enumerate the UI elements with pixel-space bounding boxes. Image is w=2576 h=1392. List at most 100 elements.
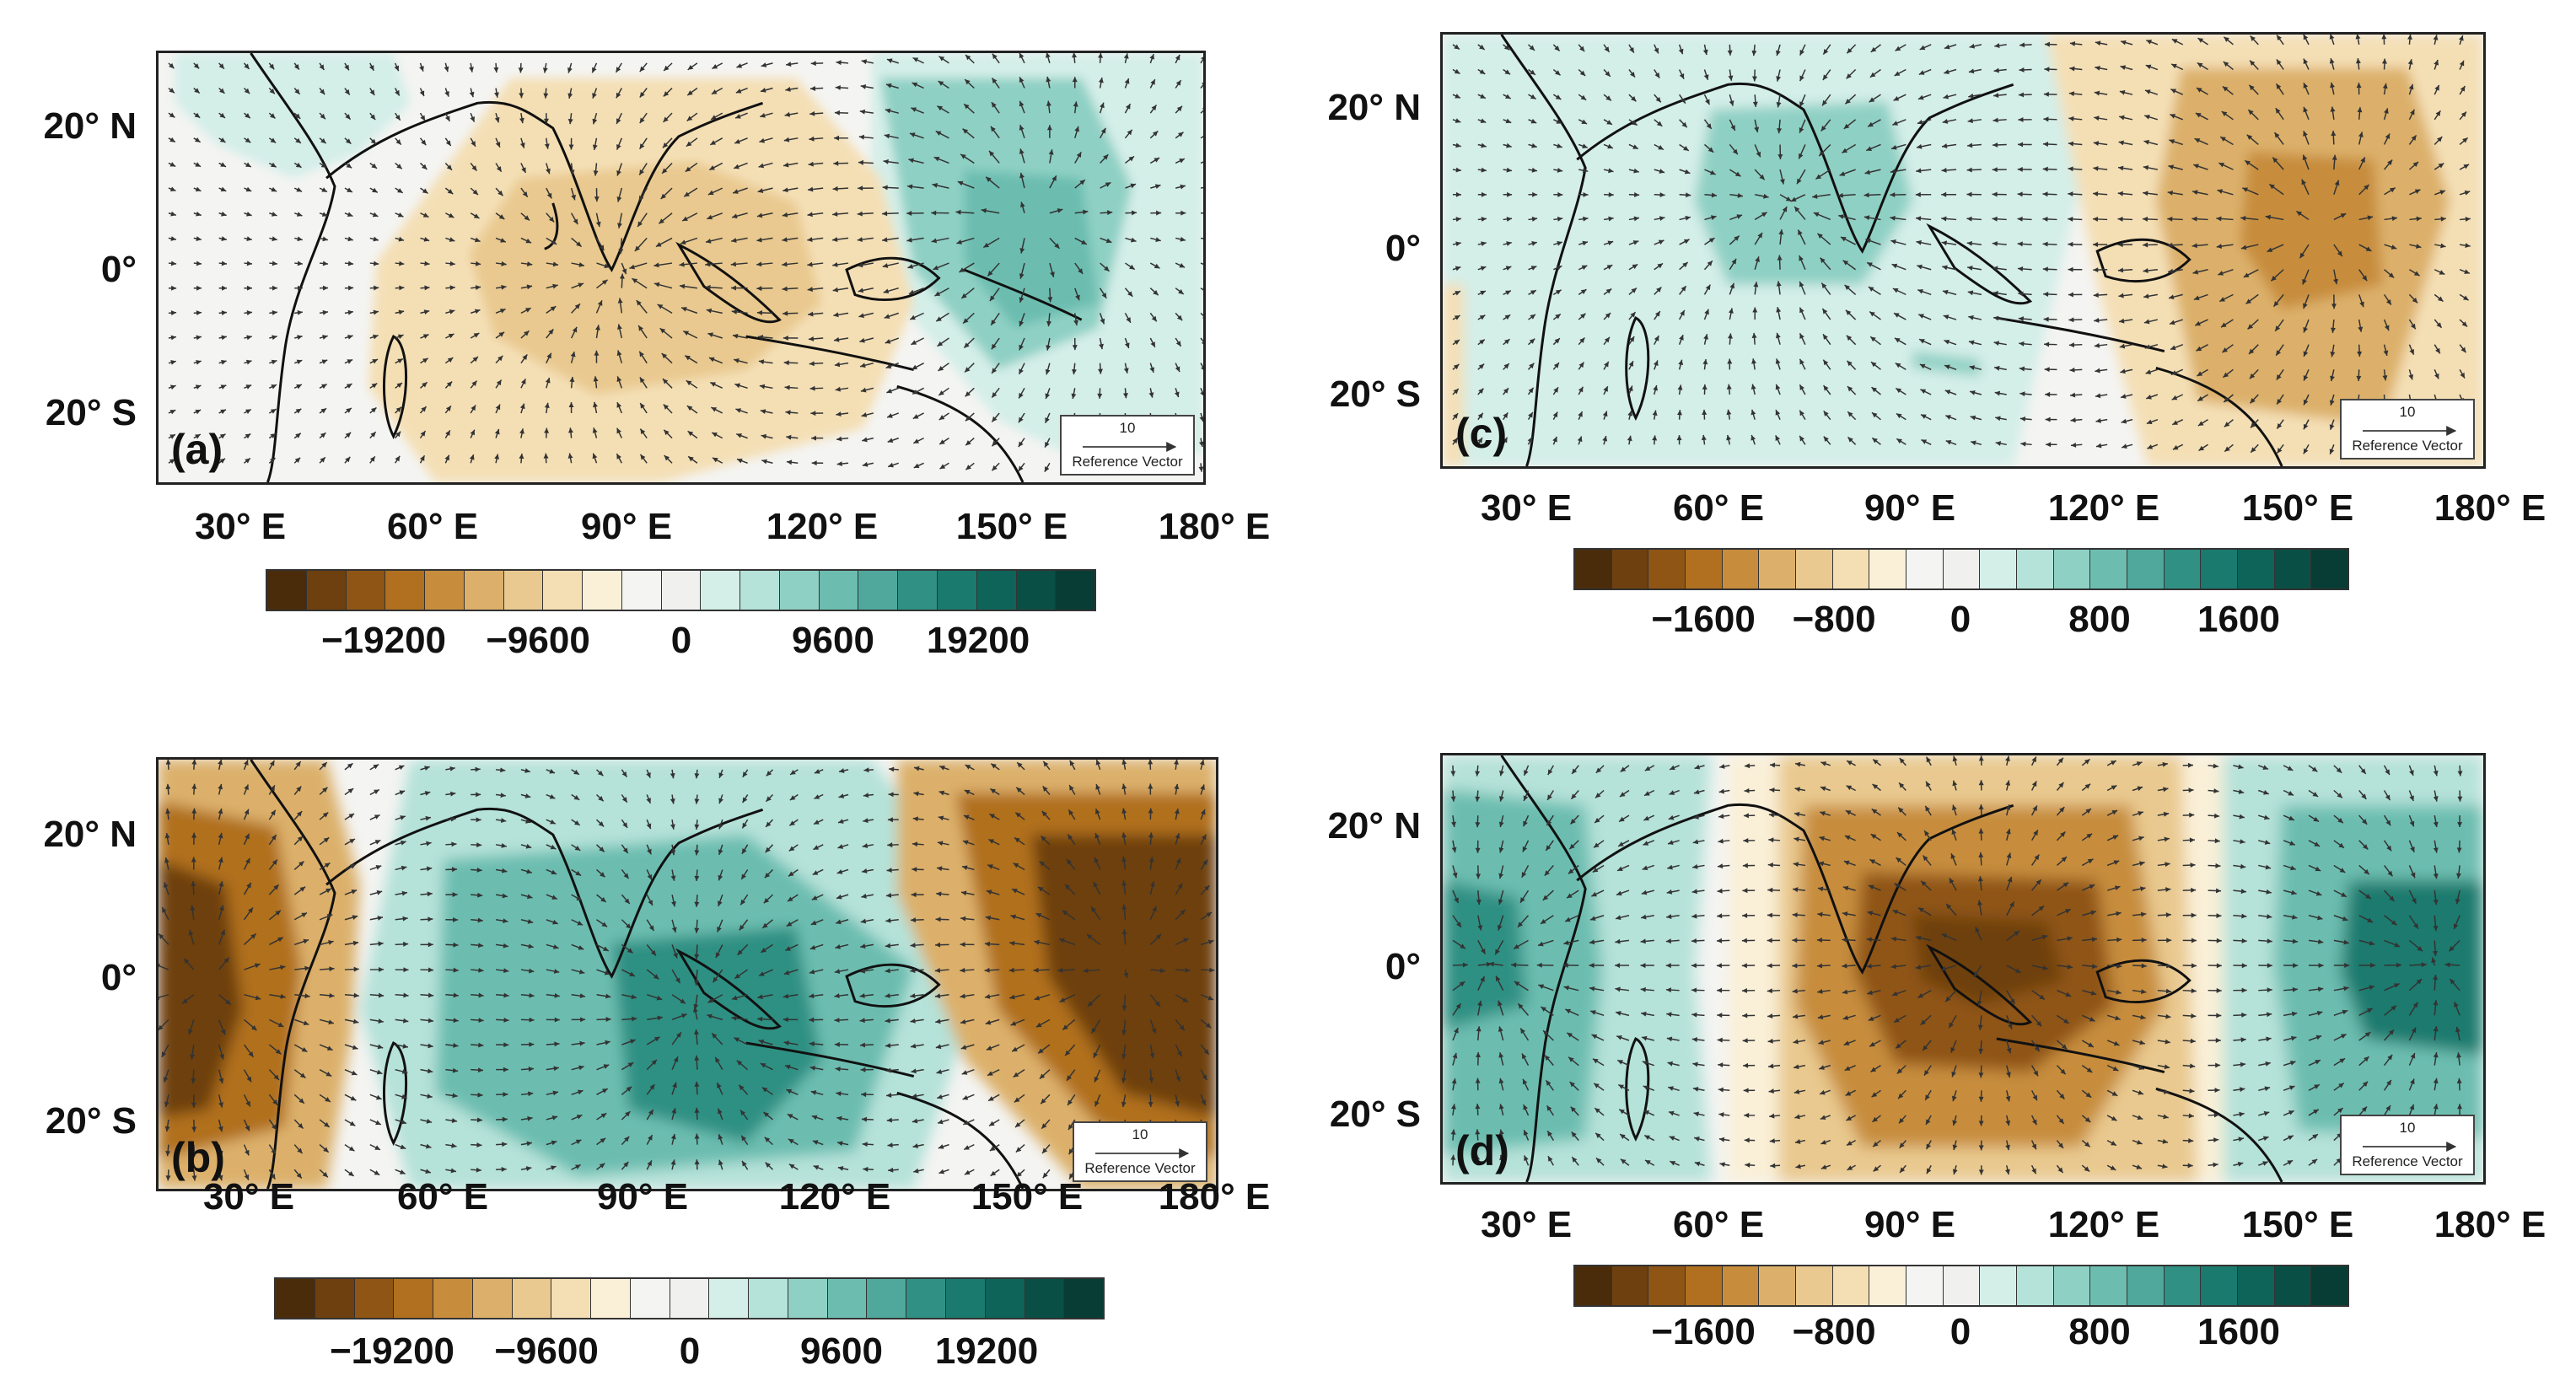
- wind-vector-head: [1707, 261, 1713, 266]
- wind-vector-head: [378, 941, 384, 947]
- wind-vector-head: [379, 966, 385, 972]
- wind-vector-head: [1072, 77, 1078, 83]
- wind-vector-head: [1743, 813, 1749, 819]
- wind-vector-head: [912, 816, 918, 822]
- wind-vector-head: [1045, 393, 1051, 399]
- wind-vector-head: [399, 261, 405, 266]
- wind-vector-head: [1582, 143, 1588, 149]
- wind-vector-head: [1769, 762, 1776, 768]
- wind-vector-head: [2359, 301, 2364, 308]
- wind-vector-head: [1201, 1099, 1206, 1106]
- lat-label-c-0: 0°: [1385, 228, 1421, 269]
- lon-label-c-150: 150° E: [2241, 487, 2354, 529]
- wind-vector-head: [1595, 817, 1600, 823]
- wind-vector-head: [255, 995, 261, 1001]
- wind-vector-head: [2383, 350, 2389, 356]
- wind-vector-head: [550, 306, 557, 312]
- tan-strip-c-west: [1443, 284, 1464, 466]
- wind-vector-head: [713, 976, 718, 983]
- wind-vector-head: [1556, 119, 1562, 124]
- wind-vector-head: [2437, 137, 2443, 142]
- wind-vector-head: [937, 841, 944, 846]
- wind-vector-head: [469, 91, 475, 98]
- wind-vector-head: [2094, 116, 2100, 121]
- wind-vector-head: [1656, 121, 1663, 126]
- wind-vector-head: [552, 919, 558, 925]
- wind-vector-head: [218, 63, 224, 69]
- wind-vector-head: [1019, 392, 1024, 399]
- colorbar-c-swatch: [1943, 550, 1981, 589]
- wind-vector-head: [809, 136, 815, 142]
- wind-vector-head: [662, 379, 669, 384]
- wind-vector-head: [2224, 446, 2230, 452]
- wind-vector-head: [705, 261, 711, 267]
- wind-vector-head: [675, 977, 680, 984]
- wind-vector-head: [323, 285, 329, 291]
- wind-vector-head: [220, 384, 227, 390]
- wind-vector-head: [2438, 296, 2444, 302]
- wind-vector-head: [734, 383, 740, 389]
- wind-vector-head: [1156, 210, 1162, 216]
- wind-vector-head: [567, 67, 573, 73]
- wind-vector-head: [551, 1165, 557, 1171]
- wind-vector-head: [1641, 914, 1647, 920]
- wind-vector-head: [2221, 322, 2227, 328]
- wind-vector-head: [1456, 922, 1461, 927]
- wind-vector-head: [1069, 785, 1074, 791]
- wind-vector-head: [2338, 842, 2344, 848]
- wind-vector-head: [298, 861, 304, 867]
- wind-vector-head: [2145, 369, 2152, 374]
- wind-vector-head: [1529, 45, 1535, 51]
- wind-vector-head: [1685, 215, 1691, 221]
- coast-asia-south: [325, 100, 764, 272]
- wind-vector-head: [1019, 320, 1024, 327]
- wind-vector-head: [471, 380, 477, 387]
- wind-vector-head: [526, 894, 533, 900]
- colorbar-b-swatch: [394, 1279, 434, 1318]
- coastlines-a: [250, 53, 1083, 482]
- wind-vector-head: [1968, 314, 1974, 320]
- wind-vector-head: [321, 384, 327, 390]
- wind-vector-head: [347, 763, 353, 769]
- wind-vector-head: [1619, 792, 1626, 798]
- wind-vector-head: [1531, 167, 1538, 173]
- wind-vector-head: [1121, 832, 1127, 838]
- wind-vector-head: [1708, 238, 1715, 243]
- wind-vector-head: [592, 118, 598, 125]
- wind-vector-head: [1866, 146, 1872, 152]
- wind-vector-head: [2216, 244, 2223, 249]
- wind-vector-head: [165, 808, 171, 814]
- wind-vector-head: [2460, 111, 2466, 117]
- wind-vector-head: [2139, 861, 2145, 867]
- coast-newguinea: [963, 268, 1083, 321]
- wind-vector-head: [992, 440, 998, 447]
- wind-vector-head: [2238, 764, 2244, 770]
- wind-vector-head: [1822, 99, 1827, 106]
- wind-vector-head: [1870, 362, 1877, 368]
- wind-vector-head: [1761, 212, 1767, 218]
- wind-vector-head: [1993, 93, 1999, 99]
- wind-vector-head: [169, 459, 175, 465]
- wind-vector-head: [694, 1107, 700, 1113]
- wind-vector-head: [571, 194, 576, 201]
- wind-vector-head: [475, 285, 481, 290]
- wind-vector-head: [347, 187, 352, 192]
- wind-vector-head: [648, 925, 654, 932]
- wind-vector-head: [1775, 435, 1781, 441]
- wind-vector-head: [2197, 38, 2204, 43]
- wind-vector-head: [271, 835, 277, 841]
- wind-vector-head: [320, 113, 325, 120]
- wind-vector-head: [1069, 1173, 1074, 1180]
- wind-vector-head: [373, 764, 379, 770]
- wind-vector-head: [543, 453, 549, 459]
- colorbar-a-swatch: [701, 571, 741, 610]
- wind-vector-head: [809, 1065, 816, 1071]
- wind-vector-head: [762, 922, 768, 928]
- wind-vector-head: [963, 318, 969, 324]
- wind-vector-head: [2042, 216, 2048, 222]
- wind-vector-head: [2044, 67, 2050, 73]
- wind-vector-head: [374, 789, 379, 795]
- wind-vector-head: [807, 261, 813, 267]
- wind-vector-head: [450, 816, 456, 822]
- wind-vector-head: [1891, 144, 1897, 150]
